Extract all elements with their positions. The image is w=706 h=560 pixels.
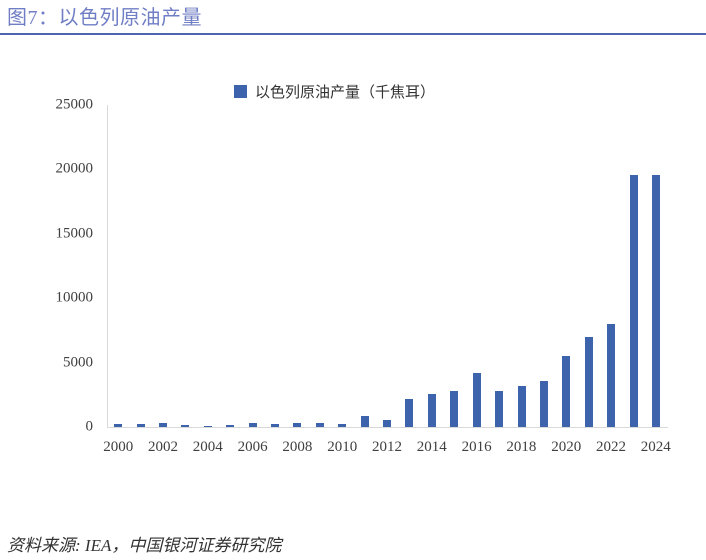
x-tick-label-2020: 2020 xyxy=(551,439,582,455)
x-tick-label-2012: 2012 xyxy=(372,439,402,455)
bar-slot-2012 xyxy=(376,105,398,427)
bar-slot-2024 xyxy=(645,105,667,427)
bar-slot-2009 xyxy=(309,105,331,427)
chart-legend: 以色列原油产量（千焦耳） xyxy=(234,81,435,102)
bar-2008 xyxy=(293,423,302,427)
x-tick-label-2016: 2016 xyxy=(461,439,492,455)
bar-2015 xyxy=(450,390,459,427)
bar-2014 xyxy=(427,394,436,427)
bar-2009 xyxy=(315,423,324,427)
bar-slot-2023 xyxy=(622,105,644,427)
bar-2002 xyxy=(159,423,168,427)
bar-2021 xyxy=(584,336,593,427)
bar-slot-2002 xyxy=(152,105,174,427)
bar-slot-2014 xyxy=(421,105,443,427)
bar-2001 xyxy=(136,424,145,427)
bar-slot-2004 xyxy=(197,105,219,427)
x-axis-tick-labels: 2000 2002 2004 2006 2008 2010 2012 2014 2016 2018… xyxy=(103,439,671,460)
bar-slot-2021 xyxy=(578,105,600,427)
bar-slot-2017 xyxy=(488,105,510,427)
x-tick-label-2024: 2024 xyxy=(640,439,671,455)
bar-2016 xyxy=(472,372,481,427)
figure-title: 图7：以色列原油产量 xyxy=(7,7,202,29)
bar-slot-2015 xyxy=(443,105,465,427)
title-underline xyxy=(0,33,706,35)
bar-slot-2022 xyxy=(600,105,622,427)
bar-2003 xyxy=(181,425,190,427)
bar-2000 xyxy=(114,423,123,427)
bar-2020 xyxy=(562,356,571,427)
bar-2007 xyxy=(271,424,280,427)
y-tick-label: 25000 xyxy=(55,96,94,113)
bar-2006 xyxy=(248,422,257,427)
bar-slot-2000 xyxy=(107,105,129,427)
bar-2011 xyxy=(360,415,369,427)
bar-slot-2005 xyxy=(219,105,241,427)
bar-2018 xyxy=(517,386,526,427)
y-tick-label: 10000 xyxy=(55,289,94,306)
x-tick-label-2018: 2018 xyxy=(506,439,537,455)
y-axis-line xyxy=(107,105,108,427)
bar-slot-2018 xyxy=(510,105,532,427)
bar-slot-2020 xyxy=(555,105,577,427)
bar-slot-2001 xyxy=(129,105,151,427)
bar-slot-2006 xyxy=(241,105,263,427)
bar-2017 xyxy=(495,390,504,427)
bar-2004 xyxy=(203,425,212,427)
bar-slot-2003 xyxy=(174,105,196,427)
y-tick-label: 0 xyxy=(85,418,94,435)
bar-2013 xyxy=(405,398,414,427)
x-tick-label-2014: 2014 xyxy=(416,439,447,455)
bar-2019 xyxy=(539,380,548,427)
bar-slot-2008 xyxy=(286,105,308,427)
bar-2005 xyxy=(226,425,235,427)
y-tick-label: 5000 xyxy=(63,354,93,371)
bar-2022 xyxy=(607,323,616,427)
legend-label: 以色列原油产量（千焦耳） xyxy=(255,85,436,101)
x-tick-label-2006: 2006 xyxy=(237,439,268,455)
x-tick-label-2010: 2010 xyxy=(327,439,358,455)
source-note: 资料来源: IEA，中国银河证券研究院 xyxy=(7,536,282,555)
legend-color-swatch-icon xyxy=(234,85,247,98)
bar-2012 xyxy=(383,420,392,427)
bar-series xyxy=(107,105,667,427)
x-tick-label-2008: 2008 xyxy=(282,439,313,455)
bar-slot-2016 xyxy=(466,105,488,427)
bar-2024 xyxy=(651,174,660,427)
x-tick-label-2022: 2022 xyxy=(596,439,626,455)
x-tick-label-2002: 2002 xyxy=(148,439,178,455)
y-tick-label: 15000 xyxy=(55,225,94,242)
bar-slot-2013 xyxy=(398,105,420,427)
y-axis-tick-labels: 0 5000 10000 15000 20000 25000 xyxy=(0,97,99,434)
bar-2010 xyxy=(338,424,347,427)
bar-2023 xyxy=(629,174,638,427)
bar-slot-2007 xyxy=(264,105,286,427)
x-tick-label-2000: 2000 xyxy=(103,439,134,455)
x-tick-label-2004: 2004 xyxy=(192,439,223,455)
x-axis-line xyxy=(107,427,668,428)
y-tick-label: 20000 xyxy=(55,160,94,177)
bar-slot-2010 xyxy=(331,105,353,427)
bar-slot-2011 xyxy=(353,105,375,427)
bar-slot-2019 xyxy=(533,105,555,427)
